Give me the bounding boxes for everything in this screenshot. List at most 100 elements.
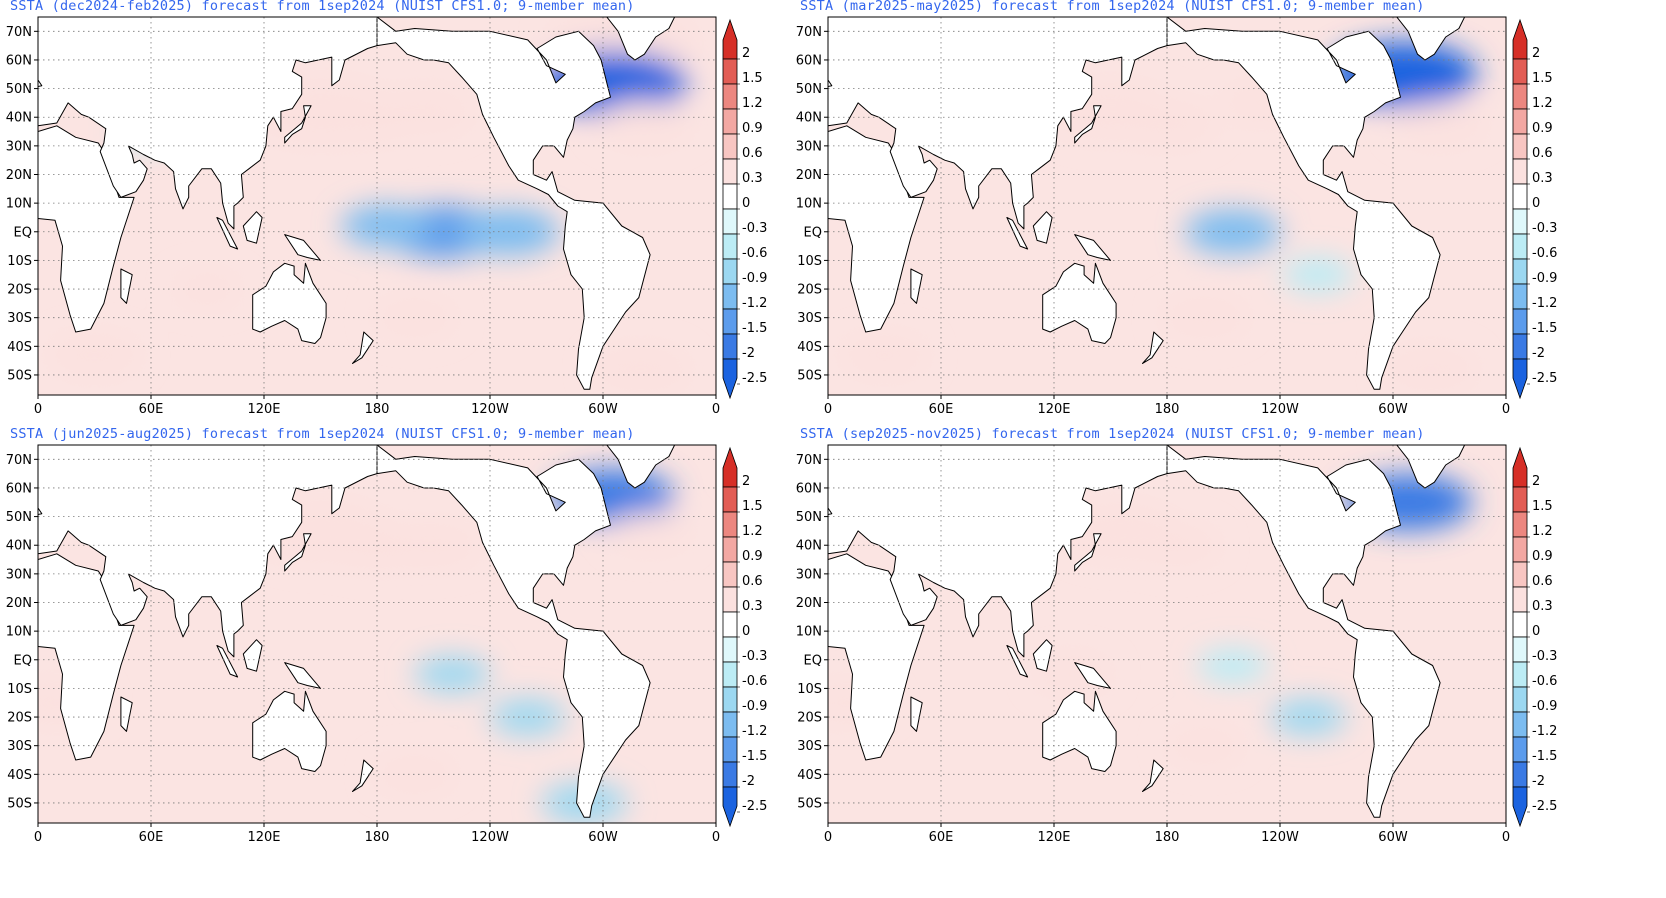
lon-label: 0 bbox=[1502, 830, 1510, 845]
land-borneo bbox=[242, 211, 263, 244]
land-newguinea bbox=[284, 234, 321, 261]
colorbar-swatch bbox=[1512, 333, 1528, 360]
land-britain bbox=[828, 506, 833, 516]
land-madagascar bbox=[120, 268, 133, 304]
lat-label: 50S bbox=[797, 796, 822, 811]
lon-label: 0 bbox=[34, 402, 42, 417]
colorbar-label: -0.3 bbox=[742, 221, 767, 236]
colorbar-label: 2 bbox=[742, 474, 750, 489]
lon-label: 180 bbox=[1155, 402, 1180, 417]
colorbar-label: 0.6 bbox=[1532, 146, 1553, 161]
land-americas bbox=[376, 17, 651, 390]
colorbar-swatch bbox=[722, 358, 738, 400]
lon-label: 0 bbox=[712, 830, 720, 845]
colorbar-label: -1.2 bbox=[1532, 724, 1557, 739]
colorbar-swatch bbox=[722, 233, 738, 260]
colorbar-label: 1.5 bbox=[742, 499, 763, 514]
colorbar-label: -2 bbox=[1532, 774, 1545, 789]
lon-label: 120E bbox=[247, 830, 280, 845]
colorbar-label: -2.5 bbox=[742, 371, 767, 386]
map-svg: 70N 60N 50N 40N 30N 20N 10N EQ 10S 20S 30S 40S 50S 0 6… bbox=[796, 16, 1557, 417]
land-newzealand bbox=[1142, 759, 1164, 792]
colorbar-swatch bbox=[1512, 58, 1528, 85]
lon-label: 120W bbox=[1261, 402, 1299, 417]
colorbar-label: -2 bbox=[1532, 346, 1545, 361]
colorbar-label: 1.5 bbox=[1532, 499, 1553, 514]
anomaly-area bbox=[1385, 348, 1477, 391]
land-britain bbox=[38, 506, 43, 516]
lon-label: 120W bbox=[1261, 830, 1299, 845]
colorbar-swatch bbox=[722, 133, 738, 160]
colorbar-swatch bbox=[722, 786, 738, 828]
colorbar-swatch bbox=[722, 183, 738, 210]
lon-label: 0 bbox=[34, 830, 42, 845]
lat-label: 30N bbox=[796, 139, 822, 154]
colorbar-swatch bbox=[1512, 358, 1528, 400]
lat-label: 40N bbox=[796, 539, 822, 554]
land-australia bbox=[1042, 690, 1117, 772]
land-newzealand bbox=[352, 759, 374, 792]
lat-label: 50S bbox=[7, 368, 32, 383]
colorbar-label: 0.9 bbox=[1532, 121, 1553, 136]
lat-label: 40S bbox=[7, 768, 32, 783]
colorbar-label: 2 bbox=[1532, 474, 1540, 489]
colorbar-swatch bbox=[1512, 561, 1528, 588]
land-eurasia bbox=[828, 445, 1168, 658]
lat-label: 30N bbox=[6, 139, 32, 154]
colorbar-swatch bbox=[1512, 158, 1528, 185]
land-newguinea bbox=[284, 662, 321, 689]
lon-label: 120W bbox=[471, 830, 509, 845]
lat-label: 20S bbox=[7, 283, 32, 298]
colorbar-swatch bbox=[1512, 711, 1528, 738]
land-americas bbox=[376, 445, 651, 818]
colorbar-swatch bbox=[1512, 258, 1528, 285]
land-britain bbox=[828, 78, 833, 88]
lat-label: 10N bbox=[6, 625, 32, 640]
lat-label: 10S bbox=[7, 254, 32, 269]
lat-label: 50N bbox=[6, 510, 32, 525]
lat-label: EQ bbox=[804, 225, 822, 240]
lon-label: 0 bbox=[712, 402, 720, 417]
lat-label: 30S bbox=[7, 311, 32, 326]
lat-label: 40S bbox=[797, 340, 822, 355]
anomaly-area bbox=[1167, 727, 1243, 764]
anomaly-area bbox=[609, 511, 691, 550]
colorbar-label: -2.5 bbox=[742, 799, 767, 814]
land-eurasia bbox=[828, 17, 1168, 230]
land-newzealand bbox=[1142, 331, 1164, 364]
anomaly-area bbox=[414, 656, 490, 693]
colorbar-label: -0.3 bbox=[1532, 649, 1557, 664]
lat-label: 20N bbox=[6, 168, 32, 183]
colorbar-label: -0.6 bbox=[742, 674, 767, 689]
colorbar-swatch bbox=[722, 561, 738, 588]
lon-label: 60E bbox=[139, 830, 164, 845]
colorbar-label: 0.3 bbox=[742, 599, 763, 614]
map-svg: 70N 60N 50N 40N 30N 20N 10N EQ 10S 20S 30S 40S 50S 0 6… bbox=[6, 16, 767, 417]
colorbar-label: -1.2 bbox=[742, 724, 767, 739]
colorbar-label: 0.9 bbox=[1532, 549, 1553, 564]
land-greenland bbox=[606, 17, 676, 61]
colorbar-label: 0.6 bbox=[742, 146, 763, 161]
land-madagascar bbox=[910, 268, 923, 304]
lat-label: 70N bbox=[6, 453, 32, 468]
land-sumatra bbox=[1006, 645, 1029, 678]
land-madagascar bbox=[120, 696, 133, 732]
lon-label: 180 bbox=[365, 402, 390, 417]
lon-label: 60E bbox=[929, 402, 954, 417]
colorbar-swatch bbox=[722, 611, 738, 638]
lat-label: 10N bbox=[796, 197, 822, 212]
colorbar-label: -2.5 bbox=[1532, 371, 1557, 386]
colorbar-swatch bbox=[1512, 283, 1528, 310]
land-eurasia bbox=[38, 17, 378, 230]
lon-label: 60E bbox=[139, 402, 164, 417]
colorbar-swatch bbox=[1512, 446, 1528, 488]
colorbar-swatch bbox=[722, 446, 738, 488]
colorbar-swatch bbox=[722, 486, 738, 513]
land-borneo bbox=[242, 639, 263, 672]
map-panel: SSTA (sep2025-nov2025) forecast from 1se… bbox=[790, 426, 1623, 877]
colorbar-label: 0.9 bbox=[742, 549, 763, 564]
lon-label: 60W bbox=[1378, 830, 1408, 845]
anomaly-area bbox=[596, 100, 693, 145]
colorbar-label: -0.3 bbox=[742, 649, 767, 664]
lon-label: 60W bbox=[588, 402, 618, 417]
